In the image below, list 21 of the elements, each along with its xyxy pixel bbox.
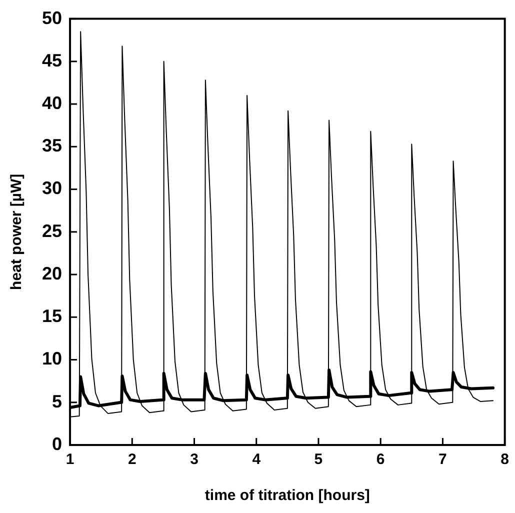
y-tick-label: 40 <box>42 93 62 114</box>
y-tick-label: 0 <box>52 434 62 454</box>
y-tick-label: 15 <box>42 306 62 326</box>
x-axis-title: time of titration [hours] <box>204 487 370 504</box>
x-tick-label: 4 <box>252 451 262 468</box>
y-tick-label: 45 <box>42 50 62 70</box>
y-tick-label: 10 <box>42 348 62 369</box>
y-tick-label: 5 <box>52 391 62 412</box>
x-tick-label: 1 <box>66 451 74 468</box>
y-tick-label: 30 <box>42 178 62 198</box>
x-tick-label: 3 <box>190 451 198 468</box>
x-tick-label: 6 <box>376 451 385 468</box>
y-tick-label: 20 <box>42 263 62 284</box>
y-tick-label: 50 <box>42 8 62 28</box>
x-tick-label: 2 <box>128 451 136 468</box>
y-axis-title: heat power [µW] <box>8 174 26 290</box>
x-tick-label: 5 <box>314 451 323 468</box>
y-tick-label: 35 <box>42 136 62 156</box>
x-tick-label: 7 <box>438 451 447 468</box>
y-tick-label: 25 <box>42 220 62 241</box>
x-tick-label: 8 <box>500 451 509 468</box>
